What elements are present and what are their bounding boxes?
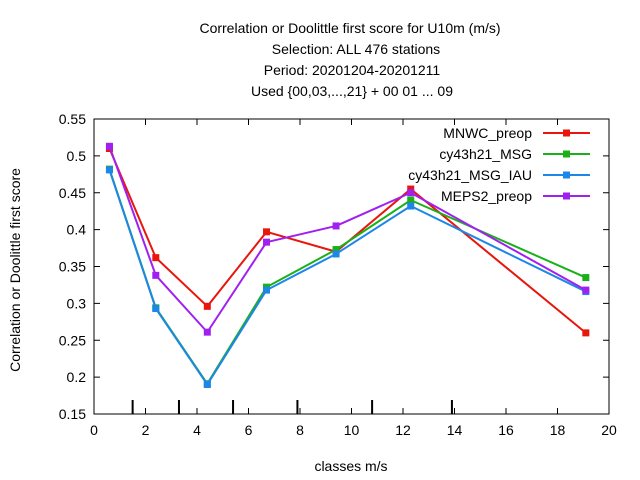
series-lines: [105, 142, 590, 388]
x-tick-label: 16: [498, 422, 514, 438]
data-point: [203, 381, 211, 388]
y-tick-label: 0.5: [67, 148, 87, 164]
data-point: [263, 238, 271, 246]
y-tick-label: 0.45: [59, 185, 86, 201]
y-tick-label: 0.55: [59, 111, 86, 127]
legend-item: MEPS2_preop: [441, 188, 590, 204]
data-point: [582, 274, 590, 282]
data-point: [105, 166, 113, 174]
data-point: [582, 329, 590, 337]
data-point: [203, 328, 211, 336]
y-axis-label: Correlation or Doolittle first score: [7, 168, 23, 372]
data-point: [332, 250, 340, 258]
x-tick-label: 20: [601, 422, 617, 438]
data-point: [332, 222, 340, 230]
data-point: [407, 185, 415, 193]
x-tick-label: 2: [142, 422, 150, 438]
x-tick-label: 8: [296, 422, 304, 438]
plot-frame: [93, 118, 610, 415]
data-point: [263, 286, 271, 294]
y-tick-label: 0.4: [67, 222, 87, 238]
x-tick-label: 12: [395, 422, 411, 438]
series-meps2-preop: [105, 142, 590, 336]
x-tick-label: 0: [90, 422, 98, 438]
legend-item: cy43h21_MSG_IAU: [408, 167, 590, 183]
legend-item: cy43h21_MSG: [439, 146, 590, 162]
legend-item: MNWC_preop: [443, 125, 590, 141]
data-point: [105, 142, 113, 150]
chart-title: Correlation or Doolittle first score for…: [199, 20, 500, 99]
title-line-3: Period: 20201204-20201211: [264, 62, 441, 78]
data-point: [152, 305, 160, 313]
legend-label: MNWC_preop: [443, 125, 532, 141]
y-tick-label: 0.25: [59, 332, 86, 348]
data-point: [203, 302, 211, 310]
title-line-4: Used {00,03,...,21} + 00 01 ... 09: [251, 83, 453, 99]
legend-label: cy43h21_MSG: [439, 146, 532, 162]
legend-marker: [563, 171, 570, 179]
data-point: [263, 228, 271, 236]
y-tick-label: 0.2: [67, 369, 87, 385]
data-point: [582, 286, 590, 294]
y-tick-label: 0.35: [59, 259, 86, 275]
data-point: [407, 202, 415, 210]
x-axis-label: classes m/s: [314, 458, 387, 474]
x-tick-label: 4: [193, 422, 201, 438]
data-point: [152, 271, 160, 279]
title-line-1: Correlation or Doolittle first score for…: [199, 20, 500, 36]
data-point: [332, 246, 340, 254]
legend-marker: [563, 129, 570, 137]
legend-marker: [563, 192, 570, 200]
legend-marker: [563, 150, 570, 158]
legend: MNWC_preop cy43h21_MSG cy43h21_MSG_IAU MEPS…: [408, 125, 590, 204]
y-tick-label: 0.15: [59, 406, 86, 422]
legend-label: cy43h21_MSG_IAU: [408, 167, 532, 183]
x-tick-label: 6: [245, 422, 253, 438]
x-tick-label: 10: [344, 422, 360, 438]
x-tick-label: 18: [550, 422, 566, 438]
axes: 0 2 4 6 8 10 12 14 16 18 20 0.15 0.2 0.25 0.3 0.35 0.4 0.…: [59, 111, 617, 438]
x-tick-label: 14: [447, 422, 463, 438]
data-point: [407, 189, 415, 197]
y-tick-label: 0.3: [67, 295, 87, 311]
data-point: [407, 196, 415, 204]
data-point: [152, 254, 160, 262]
class-boundary-marks: [131, 400, 453, 414]
legend-label: MEPS2_preop: [441, 188, 532, 204]
title-line-2: Selection: ALL 476 stations: [272, 41, 440, 57]
